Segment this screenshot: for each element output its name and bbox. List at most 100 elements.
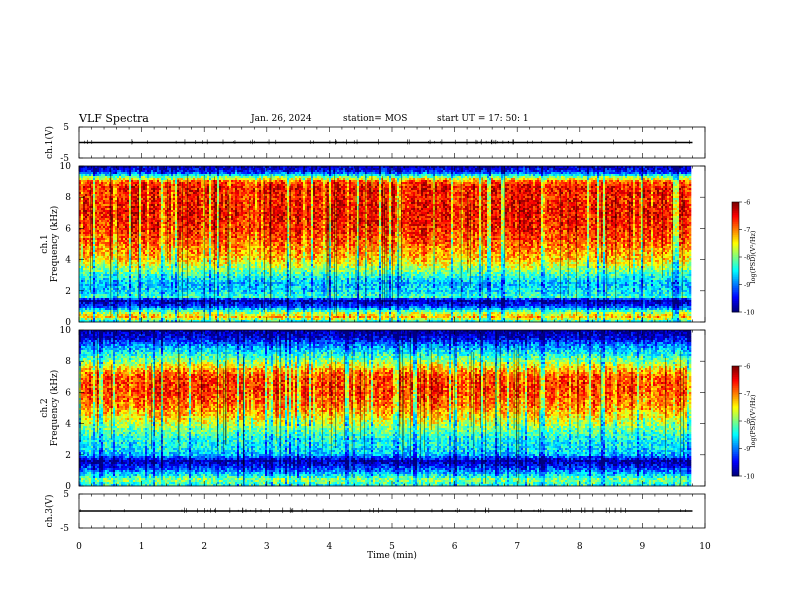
spectrogram-cell xyxy=(169,200,172,203)
spectrogram-cell xyxy=(127,170,130,173)
spectrogram-cell xyxy=(169,300,172,303)
spectrogram-cell xyxy=(149,278,152,281)
spectrogram-cell xyxy=(107,176,110,179)
spectrogram-cell xyxy=(107,208,110,211)
spectrogram-cell xyxy=(199,192,202,195)
spectrogram-cell xyxy=(185,182,188,185)
spectrogram-cell xyxy=(79,304,82,307)
spectrogram-cell xyxy=(135,226,138,229)
spectrogram-cell xyxy=(105,228,108,231)
spectrogram-cell xyxy=(169,274,172,277)
spectrogram-cell xyxy=(143,304,146,307)
spectrogram-cell xyxy=(151,188,154,191)
spectrogram-cell xyxy=(189,258,192,261)
spectrogram-cell xyxy=(155,318,158,321)
spectrogram-cell xyxy=(187,284,190,287)
spectrogram-cell xyxy=(95,262,98,265)
spectrogram-cell xyxy=(111,320,114,323)
spectrogram-cell xyxy=(183,186,186,189)
spectrogram-cell xyxy=(103,178,106,181)
spectrogram-cell xyxy=(197,226,200,229)
spectrogram-cell xyxy=(95,282,98,285)
spectrogram-cell xyxy=(89,278,92,281)
spectrogram-cell xyxy=(107,260,110,263)
spectrogram-cell xyxy=(125,172,128,175)
spectrogram-cell xyxy=(155,212,158,215)
spectrogram-cell xyxy=(119,218,122,221)
spectrogram-cell xyxy=(157,298,160,301)
spectrogram-cell xyxy=(193,278,196,281)
spectrogram-cell xyxy=(187,292,190,295)
spectrogram-cell xyxy=(121,278,124,281)
spectrogram-cell xyxy=(109,296,112,299)
spectrogram-cell xyxy=(159,280,162,283)
spectrogram-cell xyxy=(171,240,174,243)
spectrogram-cell xyxy=(173,166,176,169)
spectrogram-cell xyxy=(201,198,204,201)
spectrogram-cell xyxy=(151,200,154,203)
spectrogram-cell xyxy=(151,180,154,183)
spectrogram-cell xyxy=(153,242,156,245)
spectrogram-cell xyxy=(187,188,190,191)
spectrogram-cell xyxy=(101,286,104,289)
spectrogram-cell xyxy=(149,248,152,251)
spectrogram-cell xyxy=(175,182,178,185)
spectrogram-cell xyxy=(145,224,148,227)
spectrogram-cell xyxy=(113,196,116,199)
spectrogram-cell xyxy=(133,278,136,281)
spectrogram-cell xyxy=(111,218,114,221)
spectrogram-cell xyxy=(139,250,142,253)
spectrogram-cell xyxy=(179,204,182,207)
spectrogram-cell xyxy=(105,232,108,235)
spectrogram-cell xyxy=(185,242,188,245)
spectrogram-cell xyxy=(87,262,90,265)
spectrogram-cell xyxy=(191,246,194,249)
spectrogram-cell xyxy=(125,234,128,237)
spectrogram-cell xyxy=(105,244,108,247)
spectrogram-cell xyxy=(201,242,204,245)
spectrogram-cell xyxy=(89,316,92,319)
spectrogram-cell xyxy=(181,308,184,311)
spectrogram-cell xyxy=(81,194,84,197)
spectrogram-cell xyxy=(199,302,202,305)
spectrogram-cell xyxy=(125,316,128,319)
spectrogram-cell xyxy=(103,198,106,201)
spectrogram-cell xyxy=(87,316,90,319)
spectrogram-cell xyxy=(107,170,110,173)
spectrogram-cell xyxy=(187,320,190,323)
spectrogram-cell xyxy=(151,186,154,189)
spectrogram-cell xyxy=(167,230,170,233)
spectrogram-cell xyxy=(179,194,182,197)
spectrogram-cell xyxy=(103,254,106,257)
spectrogram-cell xyxy=(179,228,182,231)
spectrogram-cell xyxy=(139,316,142,319)
spectrogram-cell xyxy=(179,232,182,235)
spectrogram-cell xyxy=(101,180,104,183)
spectrogram-cell xyxy=(145,178,148,181)
spectrogram-cell xyxy=(91,302,94,305)
spectrogram-cell xyxy=(137,196,140,199)
spectrogram-cell xyxy=(167,212,170,215)
spectrogram-cell xyxy=(139,286,142,289)
spectrogram-cell xyxy=(143,270,146,273)
spectrogram-cell xyxy=(133,184,136,187)
spectrogram-cell xyxy=(149,258,152,261)
spectrogram-cell xyxy=(91,290,94,293)
spectrogram-cell xyxy=(79,184,82,187)
spectrogram-cell xyxy=(153,194,156,197)
spectrogram-cell xyxy=(97,294,100,297)
spectrogram-cell xyxy=(117,264,120,267)
spectrogram-cell xyxy=(147,306,150,309)
spectrogram-cell xyxy=(123,246,126,249)
spectrogram-cell xyxy=(107,292,110,295)
spectrogram-cell xyxy=(101,212,104,215)
spectrogram-cell xyxy=(189,174,192,177)
spectrogram-cell xyxy=(109,230,112,233)
spectrogram-cell xyxy=(131,298,134,301)
spectrogram-cell xyxy=(137,234,140,237)
spectrogram-cell xyxy=(163,276,166,279)
spectrogram-cell xyxy=(121,236,124,239)
spectrogram-cell xyxy=(143,264,146,267)
spectrogram-cell xyxy=(151,196,154,199)
spectrogram-cell xyxy=(87,184,90,187)
